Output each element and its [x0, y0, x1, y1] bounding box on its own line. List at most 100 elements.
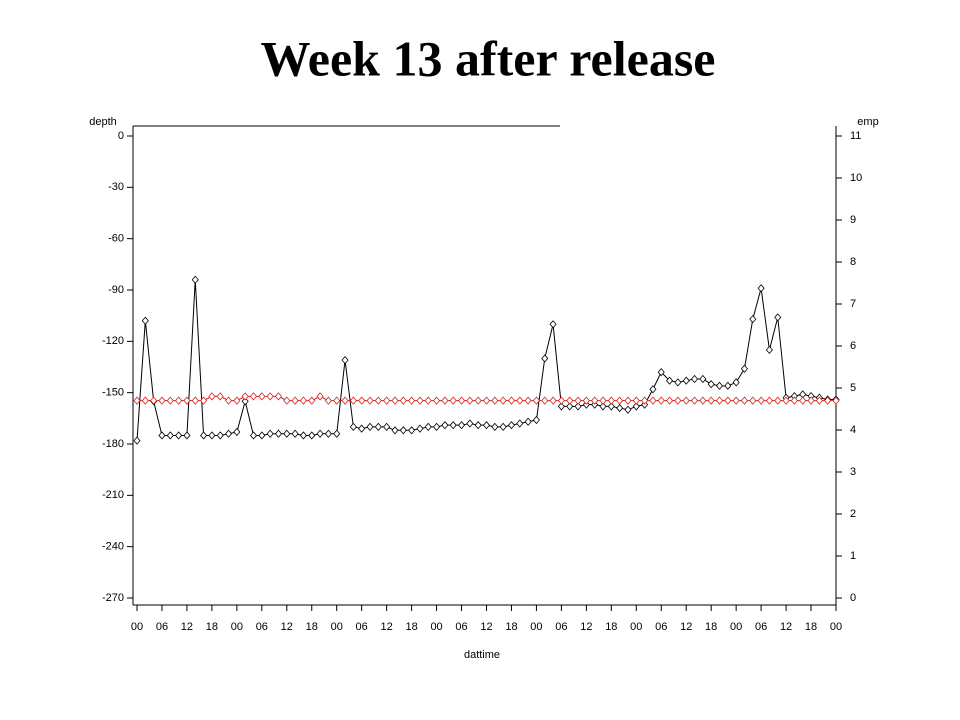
data-marker — [832, 396, 840, 405]
data-marker — [391, 426, 399, 435]
data-marker — [632, 402, 640, 411]
y2-tick-label: 9 — [850, 214, 856, 226]
data-marker — [541, 396, 549, 405]
data-marker — [324, 396, 332, 405]
data-marker — [649, 385, 657, 394]
data-marker — [482, 396, 491, 405]
x-tick-label: 06 — [356, 621, 368, 633]
data-marker — [491, 422, 499, 432]
data-marker — [532, 415, 540, 425]
data-marker — [774, 313, 782, 322]
x-tick-label: 06 — [455, 621, 467, 633]
data-marker — [358, 424, 366, 433]
data-marker — [715, 396, 724, 405]
x-tick-label: 06 — [655, 621, 667, 633]
data-marker — [740, 364, 748, 373]
data-marker — [424, 422, 432, 432]
x-tick-label: 18 — [505, 621, 517, 633]
data-marker — [699, 396, 707, 405]
data-marker — [141, 396, 149, 405]
data-marker — [383, 422, 391, 432]
data-marker — [707, 396, 715, 405]
y2-tick-label: 5 — [850, 382, 856, 394]
data-marker — [433, 422, 441, 432]
data-marker — [299, 431, 307, 440]
series-line — [136, 279, 836, 441]
data-marker — [765, 345, 773, 355]
data-marker — [666, 396, 674, 405]
data-marker — [449, 421, 457, 430]
data-marker — [424, 396, 432, 405]
x-tick-label: 12 — [181, 621, 193, 633]
y2-tick-label: 1 — [850, 550, 856, 562]
data-marker — [216, 392, 224, 401]
data-marker — [715, 381, 724, 390]
data-marker — [141, 316, 149, 325]
data-marker — [532, 396, 540, 405]
y-tick-label: -180 — [102, 438, 124, 450]
data-marker — [674, 378, 682, 387]
data-marker — [757, 396, 765, 405]
data-marker — [707, 379, 715, 389]
data-marker — [349, 422, 357, 432]
data-marker — [316, 392, 324, 401]
data-marker — [216, 431, 224, 440]
data-marker — [566, 396, 574, 405]
x-tick-label: 00 — [231, 621, 243, 633]
data-marker — [208, 392, 216, 401]
x-tick-label: 00 — [331, 621, 343, 633]
data-marker — [790, 396, 798, 405]
data-marker — [591, 396, 599, 405]
data-marker — [458, 421, 466, 430]
data-marker — [383, 396, 391, 405]
data-marker — [507, 396, 515, 405]
data-marker — [524, 396, 532, 405]
data-marker — [374, 396, 382, 405]
data-marker — [624, 405, 632, 414]
x-tick-label: 18 — [405, 621, 417, 633]
data-marker — [175, 431, 183, 440]
data-marker — [757, 284, 765, 293]
data-marker — [200, 396, 208, 405]
y2-tick-label: 7 — [850, 298, 856, 310]
data-marker — [491, 396, 499, 405]
x-tick-label: 06 — [755, 621, 767, 633]
y2-tick-label: 0 — [850, 592, 856, 604]
data-marker — [249, 392, 258, 401]
x-tick-label: 06 — [555, 621, 567, 633]
data-marker — [566, 402, 574, 411]
y-tick-label: -210 — [102, 489, 124, 501]
x-tick-label: 00 — [630, 621, 642, 633]
data-marker — [516, 419, 524, 428]
y-tick-label: -240 — [102, 541, 124, 553]
data-marker — [208, 431, 216, 440]
data-marker — [349, 396, 357, 405]
data-marker — [258, 431, 266, 440]
x-tick-label: 18 — [605, 621, 617, 633]
x-tick-label: 12 — [281, 621, 293, 633]
data-marker — [449, 396, 457, 405]
y-tick-label: -90 — [108, 284, 124, 296]
data-marker — [574, 396, 582, 405]
data-marker — [507, 421, 515, 430]
data-marker — [233, 427, 241, 437]
data-marker — [549, 320, 557, 329]
data-marker — [191, 275, 199, 284]
data-marker — [557, 402, 565, 411]
data-marker — [433, 396, 441, 405]
data-marker — [815, 396, 823, 405]
data-marker — [782, 396, 790, 405]
data-marker — [574, 402, 582, 411]
data-marker — [499, 422, 507, 432]
data-marker — [691, 396, 699, 405]
x-tick-label: 12 — [381, 621, 393, 633]
data-marker — [374, 422, 382, 432]
data-marker — [391, 396, 399, 405]
data-marker — [166, 431, 174, 440]
data-marker — [466, 396, 474, 405]
data-marker — [166, 396, 174, 405]
data-marker — [308, 431, 316, 440]
y2-tick-label: 4 — [850, 424, 856, 436]
data-marker — [258, 392, 266, 401]
data-marker — [666, 376, 674, 385]
